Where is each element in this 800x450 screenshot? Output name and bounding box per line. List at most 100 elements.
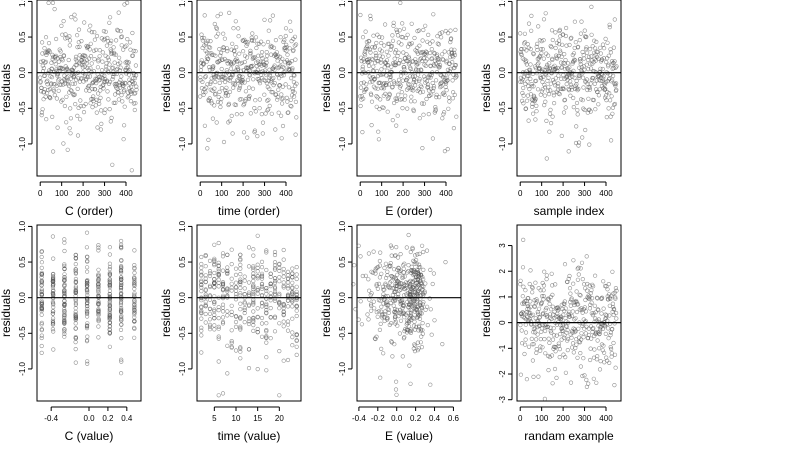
residual-point (246, 290, 252, 295)
y-tick-label: -1.0 (178, 136, 187, 150)
residual-point (612, 59, 617, 64)
residual-point (607, 98, 613, 103)
residual-point (119, 318, 124, 323)
residual-point (393, 321, 398, 326)
residual-point (246, 67, 251, 72)
residual-point (525, 306, 530, 312)
residual-point (259, 321, 265, 326)
residual-point (400, 305, 405, 311)
residual-point (62, 282, 67, 287)
residual-point (588, 81, 593, 86)
residual-point (393, 63, 398, 68)
residual-point (107, 307, 112, 312)
residual-point (107, 331, 112, 336)
residual-point (574, 78, 579, 84)
residual-point (90, 96, 95, 102)
residual-point (369, 308, 374, 313)
residual-point (230, 131, 235, 136)
residual-point (199, 289, 204, 294)
residual-point (294, 352, 299, 358)
residual-point (84, 281, 89, 286)
residual-point (569, 35, 574, 40)
residual-point (73, 101, 78, 107)
residual-point (586, 381, 591, 386)
residual-point (62, 329, 67, 334)
residual-point (575, 112, 580, 117)
residual-point (220, 281, 226, 286)
residual-point (93, 103, 98, 108)
residual-point (239, 97, 244, 102)
residual-point (203, 287, 208, 292)
residual-point (73, 54, 79, 60)
residual-point (199, 350, 204, 355)
residual-point (395, 113, 400, 118)
residual-point (96, 335, 101, 340)
residual-point (132, 312, 137, 317)
residual-point (283, 33, 288, 39)
residual-point (607, 360, 612, 366)
residual-points (518, 4, 619, 161)
residual-point (417, 251, 422, 256)
residual-point (570, 74, 575, 79)
residual-point (232, 52, 238, 57)
residual-point (118, 245, 124, 250)
residual-point (234, 112, 239, 117)
residual-point (286, 110, 291, 115)
residual-point (575, 277, 581, 282)
residual-point (610, 77, 615, 82)
residual-point (107, 270, 112, 276)
residual-point (420, 89, 426, 94)
residual-point (401, 336, 407, 341)
residual-point (212, 242, 217, 247)
residual-point (542, 85, 548, 90)
residual-point (246, 347, 252, 352)
residual-point (212, 309, 217, 314)
residual-point (406, 305, 411, 310)
residual-point (250, 31, 255, 36)
residual-point (107, 20, 112, 25)
residual-point (227, 78, 232, 83)
x-axis-title: C (order) (65, 204, 113, 218)
residual-point (216, 273, 221, 278)
residual-point (229, 312, 234, 318)
residual-point (378, 60, 383, 65)
residual-point (50, 322, 56, 327)
residual-point (398, 309, 404, 315)
residual-point (119, 322, 124, 327)
residual-point (217, 89, 222, 94)
residual-point (117, 85, 123, 90)
residual-point (285, 322, 291, 327)
x-tick-label: 10 (232, 414, 241, 423)
residual-point (388, 300, 393, 306)
residual-point (369, 92, 374, 98)
residual-point (75, 113, 80, 118)
residual-point (227, 89, 233, 94)
residual-point (235, 58, 240, 64)
residual-point (541, 56, 546, 61)
residual-point (199, 261, 204, 267)
residual-point (527, 310, 533, 316)
residual-point (371, 299, 376, 304)
residual-point (550, 114, 555, 119)
residual-point (397, 28, 402, 33)
residual-point (518, 282, 523, 287)
residual-point (76, 76, 81, 81)
residual-point (425, 82, 431, 87)
residual-point (573, 298, 579, 304)
residual-point (422, 74, 427, 79)
residual-point (411, 316, 416, 321)
residual-point (533, 280, 538, 285)
residual-point (406, 232, 411, 238)
y-tick-label: 0.5 (498, 31, 507, 43)
residual-point (534, 109, 539, 114)
residual-point (285, 58, 290, 63)
residual-point (238, 349, 243, 354)
residual-point (601, 46, 607, 51)
residual-point (242, 306, 247, 311)
residual-point (396, 294, 401, 300)
residual-point (374, 104, 379, 109)
residual-points (358, 0, 459, 154)
residual-point (373, 50, 378, 56)
residual-point (42, 46, 47, 51)
residual-point (251, 274, 256, 279)
